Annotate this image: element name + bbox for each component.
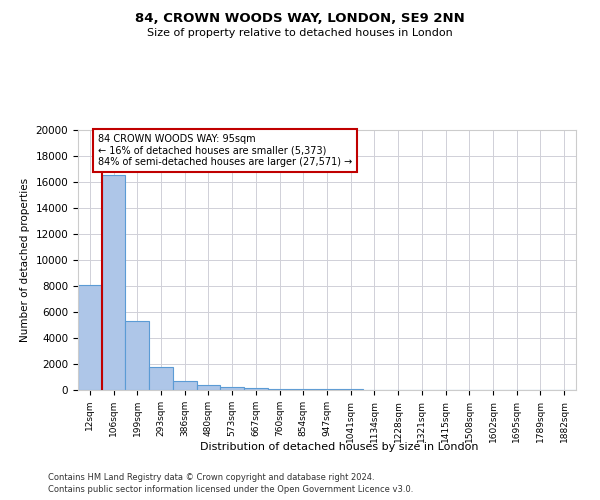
Bar bbox=[78, 284, 102, 390]
Y-axis label: Number of detached properties: Number of detached properties bbox=[20, 178, 30, 342]
Bar bbox=[268, 389, 292, 390]
Bar bbox=[197, 386, 220, 390]
Bar bbox=[173, 381, 197, 390]
Text: Contains HM Land Registry data © Crown copyright and database right 2024.: Contains HM Land Registry data © Crown c… bbox=[48, 472, 374, 482]
Bar bbox=[125, 321, 149, 390]
Bar bbox=[102, 176, 125, 390]
Text: Distribution of detached houses by size in London: Distribution of detached houses by size … bbox=[200, 442, 478, 452]
Text: 84, CROWN WOODS WAY, LONDON, SE9 2NN: 84, CROWN WOODS WAY, LONDON, SE9 2NN bbox=[135, 12, 465, 26]
Bar bbox=[244, 388, 268, 390]
Bar bbox=[292, 389, 315, 390]
Bar bbox=[149, 366, 173, 390]
Text: Contains public sector information licensed under the Open Government Licence v3: Contains public sector information licen… bbox=[48, 485, 413, 494]
Bar bbox=[220, 387, 244, 390]
Text: 84 CROWN WOODS WAY: 95sqm
← 16% of detached houses are smaller (5,373)
84% of se: 84 CROWN WOODS WAY: 95sqm ← 16% of detac… bbox=[98, 134, 352, 167]
Text: Size of property relative to detached houses in London: Size of property relative to detached ho… bbox=[147, 28, 453, 38]
